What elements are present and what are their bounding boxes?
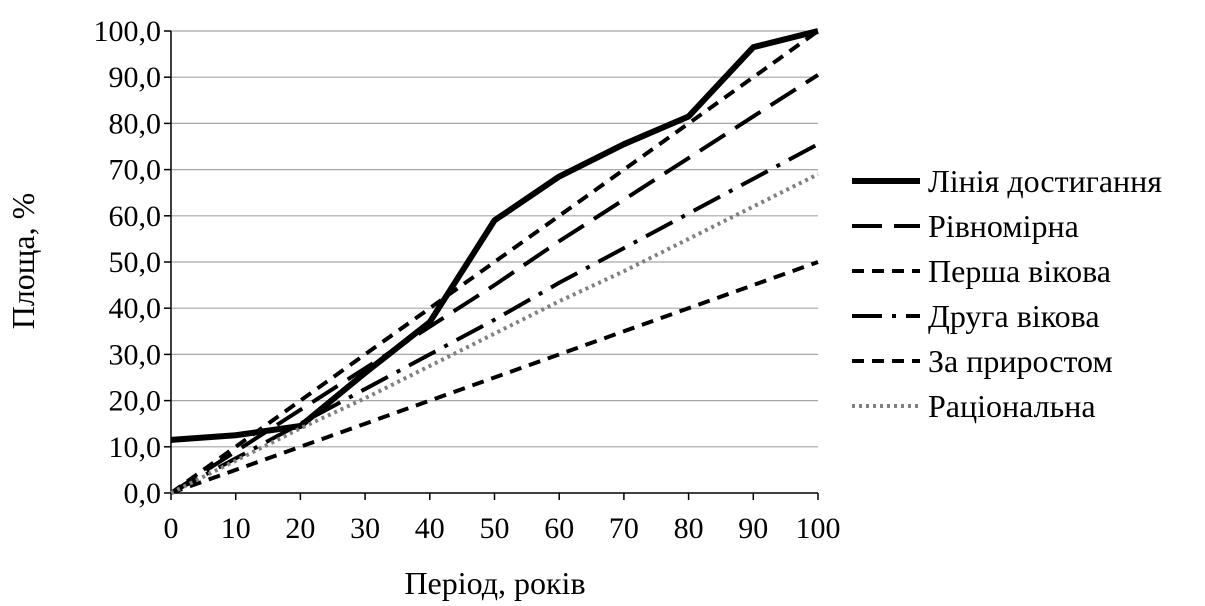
x-axis-title: Період, років [404, 565, 585, 601]
x-tick-label: 70 [609, 512, 639, 545]
y-axis-title: Площа, % [5, 193, 41, 330]
x-tick-label: 90 [738, 512, 768, 545]
y-tick-label: 50,0 [109, 246, 162, 279]
gridlines [171, 30, 818, 448]
series-line-6 [170, 172, 819, 495]
series-lines [169, 28, 820, 495]
y-tick-label: 0,0 [124, 477, 162, 510]
x-tick-label: 100 [796, 512, 841, 545]
series-line-1 [170, 28, 819, 443]
y-tick-label: 10,0 [109, 431, 162, 464]
series-line-5 [170, 260, 819, 495]
legend: Лінія достигання Рівномірна Перша вікова Др… [852, 163, 1162, 424]
x-tick-label: 50 [480, 512, 510, 545]
legend-label: Друга вікова [928, 298, 1100, 334]
y-tick-label: 60,0 [109, 200, 162, 233]
x-tick-label: 0 [164, 512, 179, 545]
legend-label: Раціональна [928, 388, 1096, 424]
y-tick-label: 90,0 [109, 61, 162, 94]
y-tick-label: 100,0 [94, 15, 162, 48]
legend-label: За приростом [928, 343, 1113, 379]
x-tick-label: 80 [674, 512, 704, 545]
x-tick-label: 40 [415, 512, 445, 545]
legend-label: Лінія достигання [928, 163, 1162, 199]
series-line-2 [169, 73, 820, 495]
series-line-3 [169, 29, 820, 495]
y-tick-label: 80,0 [109, 107, 162, 140]
y-tick-label: 70,0 [109, 154, 162, 187]
axes [164, 30, 819, 500]
series-line-4 [170, 142, 819, 495]
legend-label: Перша вікова [928, 253, 1111, 289]
y-tick-label: 20,0 [109, 385, 162, 418]
y-tick-label: 40,0 [109, 292, 162, 325]
x-tick-label: 10 [221, 512, 251, 545]
x-tick-label: 60 [544, 512, 574, 545]
legend-label: Рівномірна [928, 208, 1079, 244]
tick-labels: 0,0 10,0 20,0 30,0 40,0 50,0 60,0 70,0 80,0 90,0 1… [94, 15, 841, 545]
x-tick-label: 20 [285, 512, 315, 545]
y-tick-label: 30,0 [109, 338, 162, 371]
x-tick-label: 30 [350, 512, 380, 545]
